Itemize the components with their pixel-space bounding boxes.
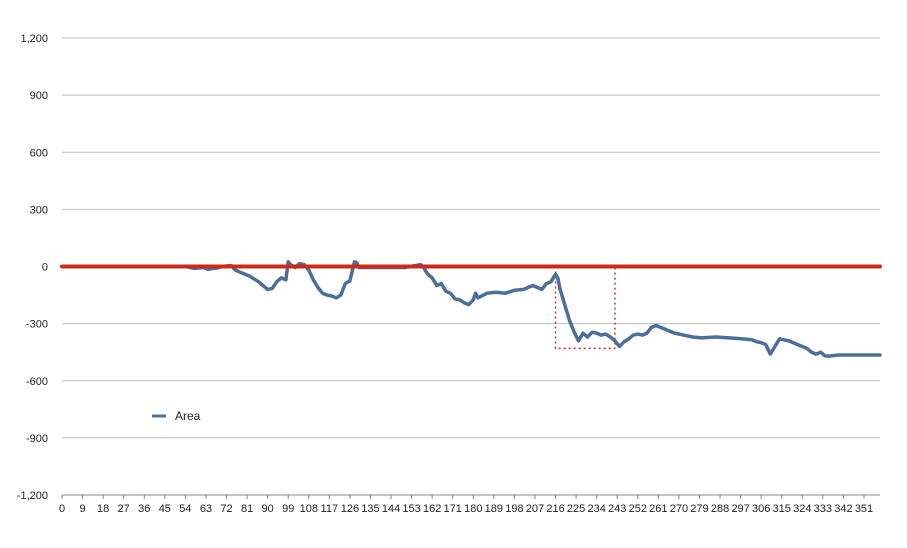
x-tick-label: 144 <box>382 503 400 515</box>
x-tick-label: 180 <box>464 503 482 515</box>
x-tick-label: 63 <box>200 503 212 515</box>
x-tick-label: 135 <box>361 503 379 515</box>
y-tick-label: -300 <box>26 319 48 331</box>
x-tick-label: 108 <box>300 503 318 515</box>
x-tick-label: 333 <box>814 503 832 515</box>
x-tick-label: 153 <box>402 503 420 515</box>
x-tick-label: 225 <box>567 503 585 515</box>
x-tick-label: 27 <box>118 503 130 515</box>
y-tick-label: -1,200 <box>17 490 48 502</box>
y-tick-label: 900 <box>30 90 48 102</box>
x-tick-label: 99 <box>282 503 294 515</box>
x-tick-label: 216 <box>546 503 564 515</box>
x-tick-label: 36 <box>138 503 150 515</box>
x-tick-label: 90 <box>262 503 274 515</box>
x-tick-label: 117 <box>321 503 339 515</box>
x-tick-label: 81 <box>241 503 253 515</box>
x-tick-label: 18 <box>97 503 109 515</box>
x-tick-label: 243 <box>608 503 626 515</box>
x-tick-label: 54 <box>179 503 191 515</box>
y-tick-label: -600 <box>26 376 48 388</box>
y-tick-label: 600 <box>30 147 48 159</box>
x-tick-label: 297 <box>731 503 749 515</box>
x-tick-label: 72 <box>220 503 232 515</box>
y-tick-label: 0 <box>42 262 48 274</box>
legend-label: Area <box>175 409 201 423</box>
x-tick-label: 207 <box>526 503 544 515</box>
x-tick-label: 162 <box>423 503 441 515</box>
x-tick-label: 315 <box>773 503 791 515</box>
x-tick-label: 270 <box>670 503 688 515</box>
series-line-area <box>60 259 882 358</box>
x-tick-label: 126 <box>341 503 359 515</box>
x-tick-label: 234 <box>587 503 605 515</box>
x-tick-label: 198 <box>505 503 523 515</box>
x-tick-label: 171 <box>444 503 462 515</box>
x-tick-label: 45 <box>159 503 171 515</box>
x-tick-label: 189 <box>485 503 503 515</box>
x-tick-label: 9 <box>80 503 86 515</box>
x-tick-label: 342 <box>834 503 852 515</box>
y-tick-label: -900 <box>26 433 48 445</box>
x-tick-label: 351 <box>855 503 873 515</box>
x-tick-label: 279 <box>690 503 708 515</box>
x-tick-label: 306 <box>752 503 770 515</box>
x-tick-label: 0 <box>59 503 65 515</box>
x-tick-label: 288 <box>711 503 729 515</box>
x-tick-label: 252 <box>629 503 647 515</box>
annotation-dotted-box <box>554 266 616 350</box>
y-tick-label: 300 <box>30 204 48 216</box>
x-tick-label: 261 <box>649 503 667 515</box>
y-tick-label: 1,200 <box>20 33 48 45</box>
x-tick-label: 324 <box>793 503 811 515</box>
